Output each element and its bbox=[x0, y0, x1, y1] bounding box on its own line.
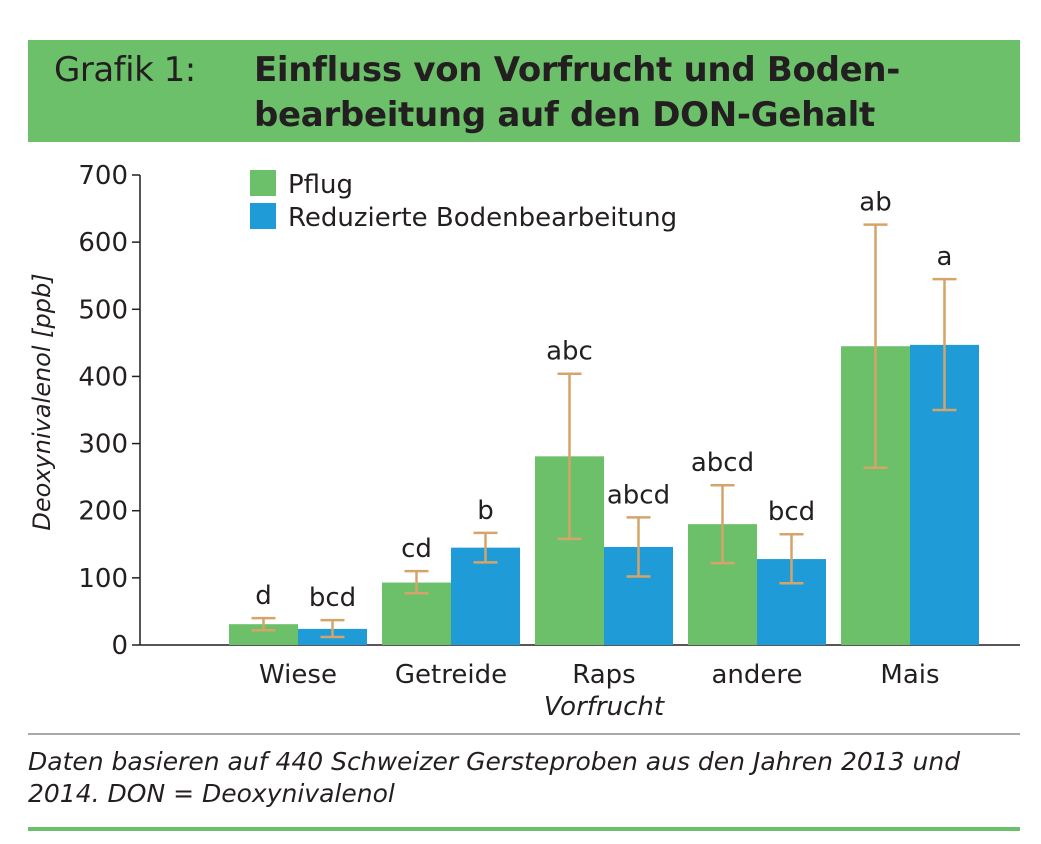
y-tick-label: 600 bbox=[78, 228, 128, 258]
bar-reduziert bbox=[451, 547, 520, 645]
legend-swatch bbox=[250, 170, 276, 196]
x-tick-label: Mais bbox=[880, 660, 939, 690]
legend-label: Reduzierte Bodenbearbeitung bbox=[288, 203, 677, 233]
x-tick-label: Raps bbox=[572, 660, 635, 690]
caption-text: Daten basieren auf 440 Schweizer Gerstep… bbox=[28, 747, 961, 808]
chart-title: Einfluss von Vorfrucht und Boden-bearbei… bbox=[254, 50, 901, 135]
y-tick-label: 0 bbox=[111, 631, 128, 661]
x-tick-label: Wiese bbox=[259, 660, 337, 690]
figure-label: Grafik 1: bbox=[54, 50, 196, 90]
significance-letter: ab bbox=[859, 188, 891, 218]
y-tick-label: 100 bbox=[78, 564, 128, 594]
y-tick-label: 300 bbox=[78, 430, 128, 460]
bottom-divider bbox=[28, 827, 1020, 831]
legend-label: Pflug bbox=[288, 170, 353, 200]
y-tick-label: 500 bbox=[78, 295, 128, 325]
significance-letter: bcd bbox=[309, 583, 356, 613]
bar-chart: 0 100 200 300 400 500 600 700 Deoxynivalenol [pp… bbox=[28, 161, 1020, 722]
significance-letter: bcd bbox=[768, 497, 815, 527]
significance-letter: abc bbox=[546, 337, 593, 367]
x-axis-title: Vorfrucht bbox=[544, 692, 665, 722]
significance-letter: a bbox=[937, 242, 953, 272]
y-tick-label: 200 bbox=[78, 497, 128, 527]
significance-letter: d bbox=[255, 581, 272, 611]
significance-letter: abcd bbox=[607, 480, 670, 510]
x-tick-label: andere bbox=[711, 660, 802, 690]
bar-pflug bbox=[229, 624, 298, 645]
header-banner: Grafik 1: Einfluss von Vorfrucht und Bod… bbox=[28, 40, 1020, 142]
x-tick-label: Getreide bbox=[395, 660, 507, 690]
y-axis-title: Deoxynivalenol [ppb] bbox=[28, 273, 56, 530]
significance-letter: b bbox=[477, 496, 494, 526]
legend-swatch bbox=[250, 203, 276, 229]
y-tick-label: 700 bbox=[78, 161, 128, 191]
caption-divider bbox=[28, 733, 1020, 735]
significance-letter: cd bbox=[401, 534, 432, 564]
significance-letter: abcd bbox=[691, 448, 754, 478]
y-tick-label: 400 bbox=[78, 362, 128, 392]
